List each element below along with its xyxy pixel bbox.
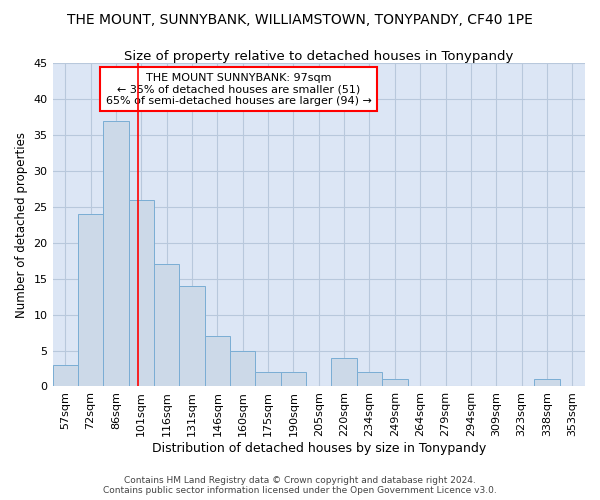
Text: Contains HM Land Registry data © Crown copyright and database right 2024.
Contai: Contains HM Land Registry data © Crown c… <box>103 476 497 495</box>
Bar <box>205 336 230 386</box>
Bar <box>128 200 154 386</box>
Bar <box>53 365 78 386</box>
Bar <box>230 350 256 386</box>
Bar <box>103 120 128 386</box>
Bar <box>256 372 281 386</box>
Bar <box>281 372 306 386</box>
Bar <box>534 380 560 386</box>
Bar <box>179 286 205 386</box>
Y-axis label: Number of detached properties: Number of detached properties <box>15 132 28 318</box>
Bar <box>357 372 382 386</box>
Bar <box>382 380 407 386</box>
Bar <box>331 358 357 386</box>
Text: THE MOUNT SUNNYBANK: 97sqm
← 35% of detached houses are smaller (51)
65% of semi: THE MOUNT SUNNYBANK: 97sqm ← 35% of deta… <box>106 72 372 106</box>
Text: THE MOUNT, SUNNYBANK, WILLIAMSTOWN, TONYPANDY, CF40 1PE: THE MOUNT, SUNNYBANK, WILLIAMSTOWN, TONY… <box>67 12 533 26</box>
Bar <box>154 264 179 386</box>
Bar <box>78 214 103 386</box>
Title: Size of property relative to detached houses in Tonypandy: Size of property relative to detached ho… <box>124 50 514 63</box>
X-axis label: Distribution of detached houses by size in Tonypandy: Distribution of detached houses by size … <box>152 442 486 455</box>
